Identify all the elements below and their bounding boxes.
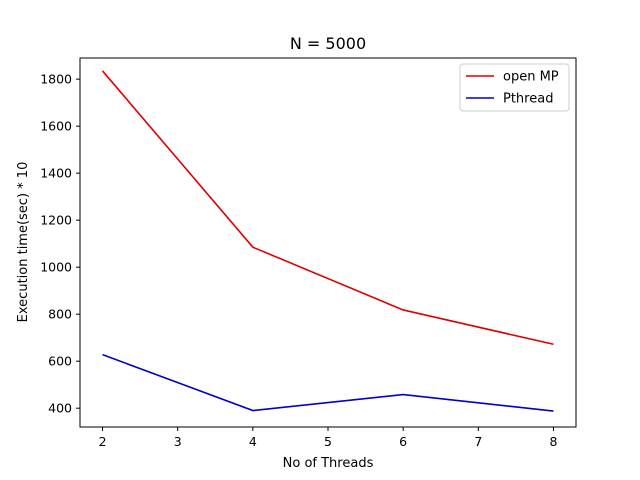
x-tick-label: 3 [174, 434, 182, 449]
y-tick-label: 1800 [40, 72, 72, 87]
x-tick-label: 6 [399, 434, 407, 449]
legend-label: open MP [503, 70, 559, 85]
x-axis: 2 3 4 5 6 7 8 [99, 427, 557, 449]
x-tick-label: 5 [324, 434, 332, 449]
plot-frame [79, 57, 577, 428]
x-tick-label: 7 [474, 434, 482, 449]
series-line-1 [102, 353, 554, 412]
y-axis: 400 600 800 1000 1200 1400 1600 1800 [40, 72, 80, 416]
x-tick-label: 2 [99, 434, 107, 449]
series-line-0 [101, 70, 554, 346]
plot-area [101, 70, 554, 412]
legend-label: Pthread [503, 92, 553, 107]
chart-title: N = 5000 [290, 34, 366, 53]
y-tick-label: 800 [48, 307, 72, 322]
y-tick-label: 400 [48, 401, 72, 416]
x-axis-label: No of Threads [283, 456, 374, 471]
y-axis-label: Execution time(sec) * 10 [16, 162, 31, 323]
x-tick-label: 4 [249, 434, 257, 449]
y-tick-label: 1600 [40, 119, 72, 134]
y-tick-label: 1400 [40, 166, 72, 181]
y-tick-label: 1200 [40, 213, 72, 228]
y-tick-label: 600 [48, 354, 72, 369]
x-tick-label: 8 [549, 434, 557, 449]
legend: open MP Pthread [459, 63, 570, 112]
y-tick-label: 1000 [40, 260, 72, 275]
